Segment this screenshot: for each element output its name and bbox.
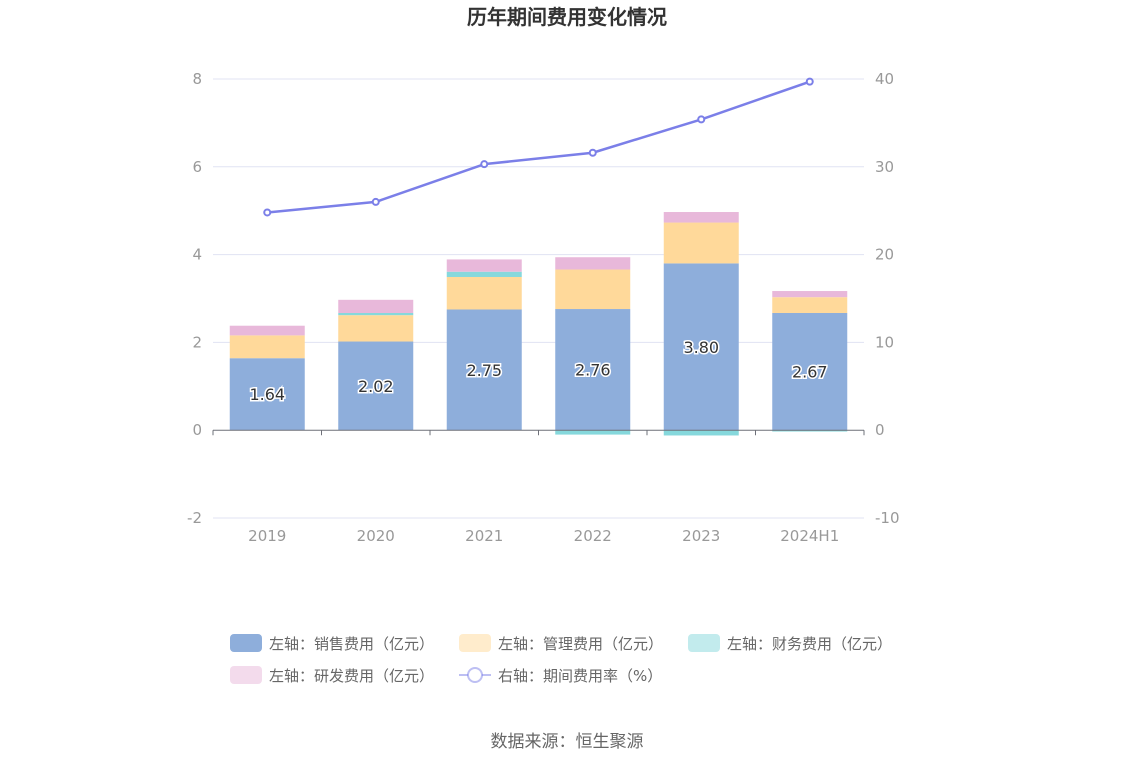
bar-segment — [772, 297, 848, 313]
bar-segment — [772, 312, 848, 431]
bar-segment — [555, 430, 631, 435]
bar-segment — [663, 263, 739, 431]
legend-label: 左轴：研发费用（亿元） — [269, 667, 434, 685]
data-source: 数据来源：恒生聚源 — [491, 732, 644, 752]
right-tick-label: -10 — [875, 509, 900, 527]
bar-segment — [772, 430, 848, 432]
left-tick-label: 4 — [192, 246, 202, 264]
bar-segment — [446, 309, 522, 431]
bar-segment — [663, 430, 739, 436]
chart-title: 历年期间费用变化情况 — [467, 5, 667, 29]
right-axis: -10 0 10 20 30 40 — [875, 70, 900, 527]
legend-marker — [467, 667, 483, 683]
bar-series — [229, 212, 848, 436]
bar-segment — [663, 222, 739, 264]
bar-value-label: 1.64 — [249, 385, 285, 404]
bar-segment — [229, 335, 305, 359]
legend-label: 左轴：销售费用（亿元） — [269, 635, 434, 653]
rate-line — [267, 80, 811, 214]
legend-swatch — [230, 666, 262, 684]
legend-swatch — [230, 634, 262, 652]
bar-segment — [555, 257, 631, 270]
right-tick-label: 30 — [875, 158, 894, 176]
x-tick-label: 2021 — [465, 527, 503, 545]
bar-segment — [229, 325, 305, 336]
bar-segment — [338, 312, 414, 316]
bar-segment — [555, 269, 631, 310]
bar-value-label: 2.75 — [466, 361, 502, 380]
legend-label: 左轴：管理费用（亿元） — [498, 635, 663, 653]
bar-value-label: 3.80 — [683, 338, 719, 357]
bar-value-label: 2.02 — [358, 377, 394, 396]
bar-value-label: 2.67 — [792, 363, 828, 382]
right-tick-label: 40 — [875, 70, 894, 88]
legend: 左轴：销售费用（亿元） 左轴：管理费用（亿元） 左轴：财务费用（亿元） 左轴：研发费用… — [230, 634, 892, 685]
rate-point — [697, 115, 706, 124]
left-tick-label: 8 — [192, 70, 202, 88]
legend-label: 右轴：期间费用率（%） — [498, 667, 662, 685]
legend-label: 左轴：财务费用（亿元） — [727, 635, 892, 653]
legend-swatch — [459, 634, 491, 652]
bar-segment — [446, 259, 522, 272]
x-axis: 2019 2020 2021 2022 2023 2024H1 — [212, 430, 865, 545]
x-tick-label: 2020 — [357, 527, 395, 545]
bar-segment — [229, 358, 305, 431]
x-tick-label: 2023 — [682, 527, 720, 545]
x-tick-label: 2022 — [574, 527, 612, 545]
rate-point — [588, 148, 597, 157]
bar-segment — [772, 291, 848, 298]
x-tick-label: 2024H1 — [780, 527, 839, 545]
rate-point — [805, 77, 814, 86]
left-tick-label: -2 — [187, 509, 202, 527]
right-tick-label: 10 — [875, 333, 894, 351]
bar-segment — [338, 341, 414, 431]
left-tick-label: 2 — [192, 333, 202, 351]
bar-segment — [446, 271, 522, 277]
bar-segment — [555, 309, 631, 431]
bar-segment — [338, 299, 414, 313]
bar-segment — [446, 276, 522, 310]
x-tick-label: 2019 — [248, 527, 286, 545]
rate-point — [480, 160, 489, 169]
bar-segment — [338, 315, 414, 342]
gridlines — [213, 78, 864, 519]
bar-value-label: 2.76 — [575, 361, 611, 380]
bar-data-labels: 1.64 2.02 2.75 2.76 3.80 2.67 — [248, 336, 829, 405]
bar-segment — [663, 212, 739, 223]
left-tick-label: 6 — [192, 158, 202, 176]
rate-point — [371, 197, 380, 206]
right-tick-label: 20 — [875, 246, 894, 264]
rate-point — [263, 208, 272, 217]
left-tick-label: 0 — [192, 421, 202, 439]
right-tick-label: 0 — [875, 421, 885, 439]
line-series — [263, 77, 814, 217]
legend-swatch — [688, 634, 720, 652]
left-axis: -2 0 2 4 6 8 — [187, 70, 202, 527]
